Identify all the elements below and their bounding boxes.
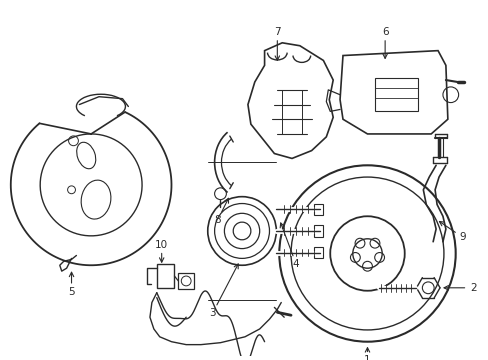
Text: 1: 1 [364,355,370,360]
Polygon shape [339,51,447,134]
Text: 6: 6 [381,27,387,37]
Text: 2: 2 [469,283,476,293]
Text: 8: 8 [214,215,221,225]
Text: 7: 7 [273,27,280,37]
Text: 3: 3 [209,307,216,318]
Text: 5: 5 [68,287,75,297]
Text: 9: 9 [458,232,465,242]
Polygon shape [247,43,332,158]
Text: 4: 4 [292,259,299,269]
Text: 10: 10 [155,240,168,250]
